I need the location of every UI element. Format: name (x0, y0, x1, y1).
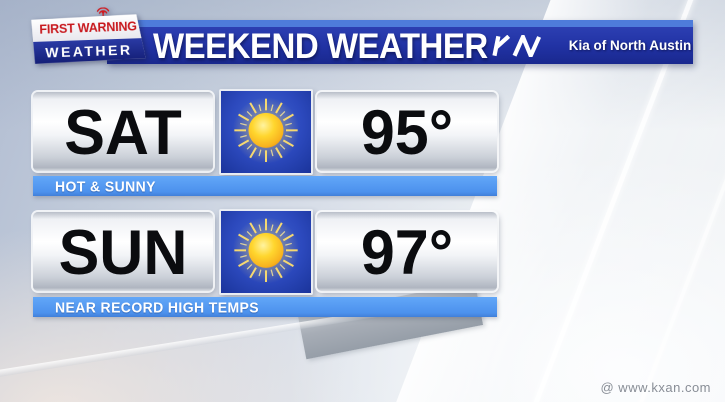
caption-text: HOT & SUNNY (55, 177, 156, 195)
kxan-watermark: @ www.kxan.com (600, 380, 711, 395)
day-box-sat: SAT (33, 92, 213, 171)
condition-box-sun (219, 209, 313, 295)
logo-bottom-section: WEATHER (32, 38, 146, 64)
caption-strip-sat: HOT & SUNNY (33, 176, 497, 196)
sun-icon (232, 97, 300, 164)
temp-box-sun: 97° (317, 212, 497, 291)
day-label: SUN (58, 216, 188, 287)
day-label: SAT (64, 96, 182, 167)
logo-shape: FIRST WARNING WEATHER (31, 14, 146, 64)
caption-strip-sun: NEAR RECORD HIGH TEMPS (33, 297, 497, 317)
sponsor-name: Kia of North Austin (568, 38, 692, 53)
logo-line1: FIRST WARNING (39, 18, 138, 37)
temp-value: 97° (360, 216, 454, 287)
sun-icon (232, 217, 300, 284)
logo-line2: WEATHER (45, 41, 133, 61)
banner-bar: WEEKEND WEATHER Kia of North Austin (107, 20, 694, 65)
first-warning-weather-logo: FIRST WARNING WEATHER (31, 7, 146, 64)
sponsor-block: Kia of North Austin (488, 34, 694, 57)
temp-value: 95° (360, 96, 454, 167)
banner-title: WEEKEND WEATHER (153, 24, 488, 65)
caption-text: NEAR RECORD HIGH TEMPS (55, 298, 260, 316)
temp-box-sat: 95° (317, 92, 497, 171)
day-box-sun: SUN (33, 212, 213, 291)
condition-box-sat (219, 89, 313, 175)
kia-logo-icon (492, 34, 541, 57)
